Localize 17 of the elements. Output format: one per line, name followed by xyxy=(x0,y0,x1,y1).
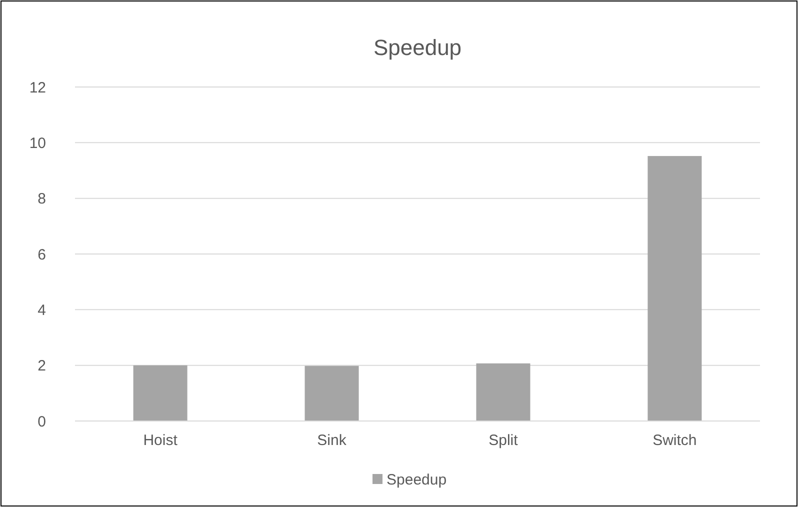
x-tick-label: Sink xyxy=(317,432,347,449)
legend-label: Speedup xyxy=(386,471,447,488)
x-tick-label: Split xyxy=(488,432,519,449)
chart-title: Speedup xyxy=(373,35,462,60)
y-tick-label: 0 xyxy=(38,413,46,430)
y-tick-label: 6 xyxy=(38,246,46,264)
y-tick-label: 2 xyxy=(38,358,46,375)
x-tick-label: Switch xyxy=(652,432,697,449)
bar xyxy=(133,365,188,421)
y-tick-label: 8 xyxy=(38,190,46,208)
y-tick-label: 4 xyxy=(38,302,46,319)
bar xyxy=(304,366,359,421)
x-tick-label: Hoist xyxy=(143,432,178,449)
bar xyxy=(476,363,530,421)
bar xyxy=(648,156,702,421)
y-tick-label: 10 xyxy=(29,134,46,152)
y-tick-label: 12 xyxy=(29,79,46,96)
